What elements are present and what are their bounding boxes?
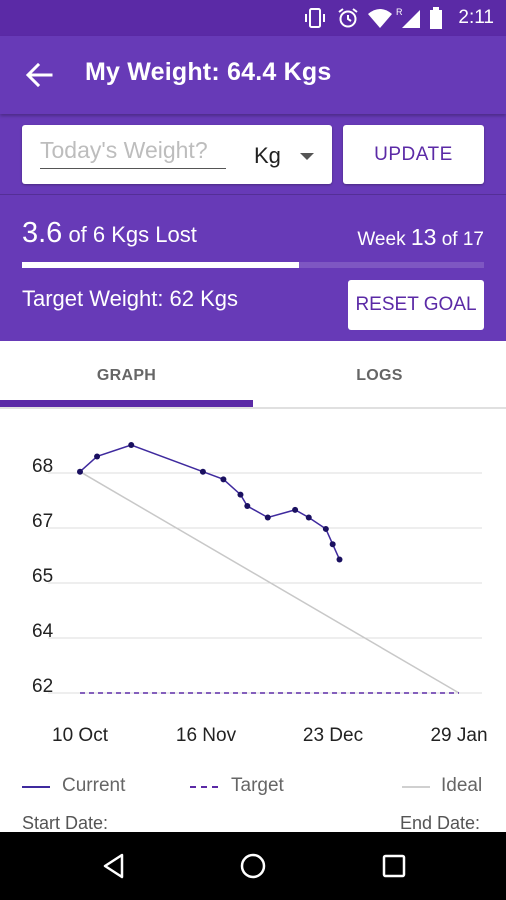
y-tick-label: 64 — [32, 621, 54, 642]
status-bar: R 2:11 — [0, 0, 506, 36]
current-data-point — [292, 506, 299, 513]
current-data-point — [199, 468, 206, 475]
todays-weight-input[interactable] — [40, 133, 226, 169]
week-counter: Week 13 of 17 — [357, 224, 484, 251]
week-number: 13 — [410, 224, 437, 250]
current-data-point — [237, 491, 244, 498]
current-data-point — [77, 468, 83, 475]
lost-amount: 3.6 — [22, 217, 63, 249]
current-data-point — [244, 503, 251, 510]
current-data-point — [264, 514, 271, 521]
x-tick-label: 23 Dec — [303, 725, 363, 746]
y-tick-label: 65 — [32, 566, 53, 587]
update-button[interactable]: UPDATE — [343, 125, 484, 184]
unit-select-value[interactable]: Kg — [254, 143, 281, 168]
lost-text: of 6 Kgs Lost — [62, 222, 197, 247]
weight-lost-summary: 3.6 of 6 Kgs Lost — [22, 217, 197, 250]
y-tick-label: 68 — [32, 456, 53, 477]
tab-bar: GRAPH LOGS — [0, 341, 506, 409]
legend-target-swatch — [190, 786, 218, 788]
goal-progress-bar — [22, 262, 484, 268]
weight-chart-svg: 68 67 65 64 62 10 Oct 16 Nov 23 Dec 29 Jan — [32, 442, 488, 746]
goal-progress-fill — [22, 262, 300, 268]
vibrate-icon — [305, 8, 325, 28]
weight-chart: 68 67 65 64 62 10 Oct 16 Nov 23 Dec 29 Jan — [0, 411, 506, 831]
ideal-series-line — [79, 471, 460, 694]
week-suffix: of 17 — [436, 229, 484, 250]
current-data-point — [128, 442, 135, 448]
battery-icon — [430, 7, 442, 29]
tab-graph[interactable]: GRAPH — [96, 367, 157, 384]
current-data-point — [336, 556, 343, 563]
page-title: My Weight: 64.4 Kgs — [85, 58, 332, 86]
nav-home-icon[interactable] — [239, 852, 267, 880]
legend-current-label: Current — [62, 775, 126, 796]
nav-back-icon[interactable] — [100, 852, 128, 880]
nav-recents-icon[interactable] — [380, 852, 408, 880]
dropdown-arrow-icon[interactable] — [300, 153, 314, 160]
legend-target-label: Target — [231, 775, 284, 796]
x-tick-label: 10 Oct — [52, 725, 109, 746]
target-weight-label: Target Weight: 62 Kgs — [22, 286, 239, 311]
current-data-point — [305, 514, 312, 521]
tab-selected-indicator — [0, 400, 253, 407]
start-date-label: Start Date: — [22, 813, 109, 833]
svg-text:R: R — [396, 7, 403, 17]
current-data-point — [322, 525, 329, 532]
reset-goal-button[interactable]: RESET GOAL — [348, 280, 484, 330]
y-tick-label: 67 — [32, 511, 53, 532]
current-data-point — [220, 476, 227, 483]
back-arrow-icon[interactable] — [24, 60, 54, 90]
week-prefix: Week — [357, 229, 411, 250]
x-tick-label: 16 Nov — [176, 725, 237, 746]
app-bar: My Weight: 64.4 Kgs — [0, 36, 506, 114]
weight-input-card: Kg — [22, 125, 332, 184]
system-nav-bar — [0, 832, 506, 900]
status-time: 2:11 — [458, 7, 494, 28]
divider — [0, 194, 506, 195]
x-tick-label: 29 Jan — [430, 725, 487, 746]
legend-ideal-label: Ideal — [441, 775, 483, 796]
alarm-icon — [338, 8, 358, 28]
legend-current-swatch — [22, 786, 50, 788]
current-series-line — [79, 444, 341, 560]
current-data-point — [94, 453, 101, 460]
signal-icon: R — [396, 7, 420, 28]
wifi-icon — [368, 9, 392, 28]
tab-logs[interactable]: LOGS — [356, 367, 403, 384]
end-date-label: End Date: — [400, 813, 481, 833]
y-tick-label: 62 — [32, 676, 53, 697]
current-data-point — [329, 541, 336, 548]
legend-ideal-swatch — [402, 786, 430, 788]
weight-panel: Kg UPDATE 3.6 of 6 Kgs Lost Week 13 of 1… — [0, 114, 506, 341]
